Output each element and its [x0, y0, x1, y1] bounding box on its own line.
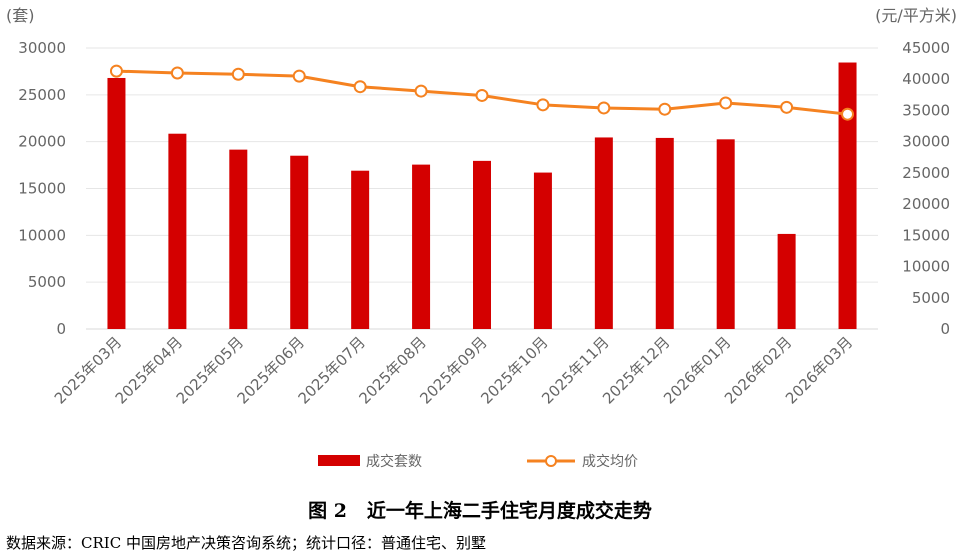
- left-axis: 0 5000 10000 15000 20000 25000 30000: [18, 39, 66, 338]
- left-tick-label: 5000: [28, 273, 66, 291]
- legend-bar-swatch: [318, 455, 360, 466]
- right-axis: 0 5000 10000 15000 20000 25000 30000 35000 40000…: [902, 39, 950, 338]
- bar: [533, 172, 552, 329]
- right-tick-label: 30000: [902, 133, 950, 151]
- x-axis: 2025年03月2025年04月2025年05月2025年06月2025年07月…: [51, 333, 857, 407]
- line-point: [719, 96, 733, 110]
- line-point: [109, 64, 123, 78]
- bar: [229, 149, 248, 329]
- bar: [351, 170, 370, 329]
- left-tick-label: 30000: [18, 39, 66, 57]
- bar: [473, 160, 491, 329]
- bar: [655, 137, 674, 329]
- right-tick-label: 25000: [902, 164, 950, 182]
- right-tick-label: 40000: [902, 70, 950, 88]
- line-point: [841, 107, 855, 121]
- bar: [107, 77, 126, 330]
- left-axis-unit: (套): [6, 6, 35, 25]
- figure-caption: 图 2 近一年上海二手住宅月度成交走势: [308, 500, 652, 522]
- line-point: [780, 100, 794, 114]
- right-tick-label: 20000: [902, 195, 950, 213]
- right-tick-label: 5000: [912, 289, 950, 307]
- bar: [168, 133, 187, 329]
- legend-line-label: 成交均价: [582, 453, 638, 470]
- right-tick-label: 0: [940, 320, 950, 338]
- line-point: [475, 88, 489, 102]
- legend-line-marker: [545, 455, 557, 467]
- line-point: [597, 101, 611, 115]
- left-tick-label: 20000: [18, 133, 66, 151]
- left-tick-label: 25000: [18, 86, 66, 104]
- line-point: [414, 84, 428, 98]
- left-tick-label: 15000: [18, 180, 66, 198]
- legend-bar-label: 成交套数: [366, 453, 422, 470]
- line-point: [658, 102, 672, 116]
- line-point: [536, 98, 550, 112]
- bar: [412, 164, 431, 329]
- bar: [290, 155, 309, 329]
- line-point: [292, 69, 306, 83]
- right-tick-label: 15000: [902, 226, 950, 244]
- bar-series: [107, 62, 857, 330]
- left-tick-label: 0: [56, 320, 66, 338]
- line-series: [109, 64, 855, 121]
- legend: 成交套数 成交均价: [318, 453, 638, 470]
- bar: [838, 62, 857, 329]
- right-tick-label: 35000: [902, 101, 950, 119]
- right-tick-label: 45000: [902, 39, 950, 57]
- line-point: [170, 66, 184, 80]
- bar: [716, 139, 735, 329]
- right-tick-label: 10000: [902, 258, 950, 276]
- bar: [594, 137, 613, 329]
- data-source-note: 数据来源：CRIC 中国房地产决策咨询系统；统计口径：普通住宅、别墅: [6, 534, 486, 552]
- line-point: [353, 80, 367, 94]
- line-point: [231, 67, 245, 81]
- right-axis-unit: (元/平方米): [875, 6, 957, 25]
- chart: 0 5000 10000 15000 20000 25000 30000 0 5000 1000…: [6, 6, 957, 470]
- left-tick-label: 10000: [18, 226, 66, 244]
- bar: [777, 233, 796, 329]
